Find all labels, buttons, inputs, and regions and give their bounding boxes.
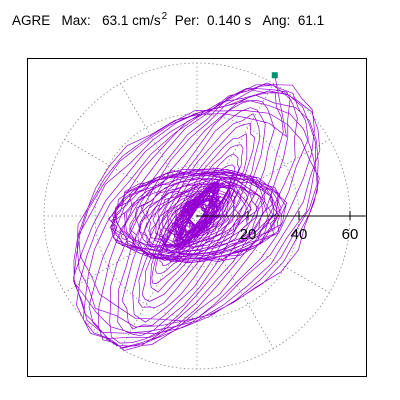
trajectory-layer	[73, 75, 321, 351]
period-value: 0.140 s	[206, 13, 252, 28]
max-unit: cm/s	[132, 13, 161, 28]
angle-label: Ang:	[262, 13, 291, 28]
radial-tick-label-60: 60	[342, 226, 359, 243]
max-value: 63.1	[102, 13, 129, 28]
max-point-marker	[271, 72, 278, 79]
radial-tick-label-40: 40	[291, 226, 308, 243]
grid-spoke-210	[64, 215, 198, 293]
radial-axis: 20 40 60	[197, 211, 366, 243]
radial-tick-label-20: 20	[240, 226, 257, 243]
angle-value: 61.1	[297, 13, 325, 28]
grid-spoke-300	[196, 215, 274, 349]
trajectory-trace	[73, 75, 321, 351]
plot-frame	[27, 58, 367, 377]
max-unit-exponent: 2	[161, 11, 168, 22]
grid-spoke-150	[64, 139, 198, 217]
max-label: Max:	[61, 13, 91, 28]
station-code: AGRE	[12, 13, 51, 28]
marker-layer	[271, 72, 278, 79]
period-label: Per:	[174, 13, 200, 28]
chart-header: AGRE Max: 63.1 cm/s2 Per: 0.140 s Ang: 6…	[12, 11, 324, 28]
